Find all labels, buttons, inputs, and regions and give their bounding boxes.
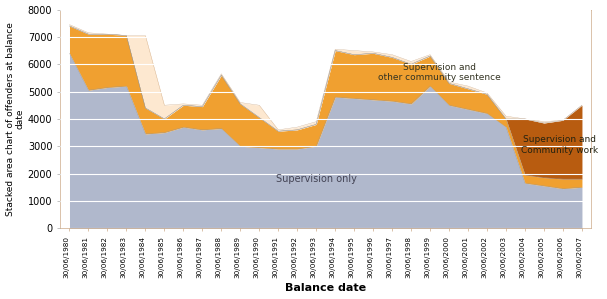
Y-axis label: Stacked area chart of offenders at balance
date: Stacked area chart of offenders at balan…: [5, 22, 25, 216]
Text: Supervision and
Community work: Supervision and Community work: [521, 135, 598, 155]
Text: Supervision only: Supervision only: [276, 174, 357, 184]
X-axis label: Balance date: Balance date: [285, 283, 366, 293]
Text: Supervision and
other community sentence: Supervision and other community sentence: [378, 63, 501, 82]
